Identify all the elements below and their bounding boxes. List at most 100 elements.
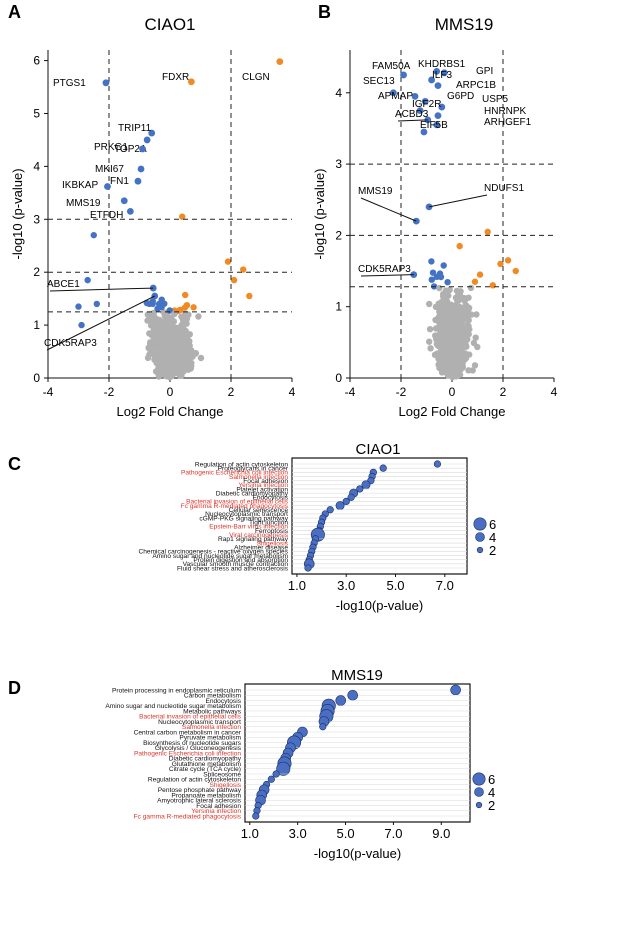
data-point xyxy=(240,266,247,273)
data-point xyxy=(180,352,187,359)
x-tick-label: -4 xyxy=(345,385,356,399)
data-point xyxy=(195,313,202,320)
data-point xyxy=(440,326,447,334)
data-point xyxy=(158,347,165,354)
point-label: FN1 xyxy=(110,176,129,187)
data-point xyxy=(183,302,191,309)
term-bubble xyxy=(276,761,291,776)
point-label: ILF3 xyxy=(432,70,452,81)
term-bubble xyxy=(342,497,350,506)
data-point xyxy=(476,271,484,278)
labeled-point xyxy=(434,82,442,90)
term-label: cGMP-PKG signaling pathway xyxy=(199,515,288,522)
term-label: Diabetic cardiomyopathy xyxy=(216,490,289,497)
y-tick-label: 4 xyxy=(33,159,40,173)
point-label: CDK5RAP3 xyxy=(358,264,411,275)
term-label: Fc gamma R-mediated phagocytosis xyxy=(134,813,242,820)
data-point xyxy=(159,361,167,368)
data-point xyxy=(435,361,442,368)
data-point xyxy=(464,306,472,313)
y-tick-label: 4 xyxy=(335,86,342,100)
term-label: Protein processing in endoplasmic reticu… xyxy=(112,687,242,694)
x-tick-label: -2 xyxy=(104,385,115,399)
size-legend-bubble xyxy=(474,787,484,797)
term-label: Spliceosome xyxy=(203,771,241,778)
labeled-point xyxy=(120,197,128,205)
chart-title: CIAO1 xyxy=(144,15,195,34)
data-point xyxy=(467,284,475,292)
data-point xyxy=(451,337,459,344)
term-label: Carbon metabolism xyxy=(184,693,242,700)
size-legend-label: 6 xyxy=(488,772,495,787)
x-axis-label: Log2 Fold Change xyxy=(399,404,506,419)
data-point xyxy=(459,318,466,326)
size-legend-label: 2 xyxy=(489,543,496,558)
data-point xyxy=(470,339,478,347)
plot-frame xyxy=(291,457,468,575)
label-leader xyxy=(397,119,428,122)
term-label: Ferroptosis xyxy=(255,528,289,535)
data-point xyxy=(186,338,193,345)
data-point xyxy=(446,286,453,293)
term-label: Focal adhesion xyxy=(196,803,241,810)
x-tick-label: 0 xyxy=(449,385,456,399)
labeled-point xyxy=(416,107,424,115)
term-label: Endocytosis xyxy=(205,698,241,705)
data-point xyxy=(174,333,181,341)
data-point xyxy=(455,366,463,374)
y-tick-label: 6 xyxy=(33,54,40,68)
data-point xyxy=(459,337,466,345)
data-point xyxy=(444,364,451,371)
enrichment-plot-mms19: MMS19 Protein processing in endoplasmic r… xyxy=(105,667,495,861)
point-label: CDK5RAP3 xyxy=(44,338,97,349)
chart-title: MMS19 xyxy=(435,15,494,34)
x-tick-label: 2 xyxy=(228,385,235,399)
data-point xyxy=(152,315,160,322)
data-point xyxy=(443,314,450,322)
data-point xyxy=(152,368,160,375)
data-point xyxy=(452,349,459,356)
point-label: GPI xyxy=(476,66,493,77)
data-point xyxy=(448,343,455,350)
point-label: APMAP xyxy=(378,91,413,102)
term-label: Shigellosis xyxy=(256,540,288,547)
data-point xyxy=(442,299,449,306)
size-legend-bubble xyxy=(476,546,484,554)
data-point xyxy=(465,294,472,301)
term-label: Central carbon metabolism in cancer xyxy=(134,729,242,736)
data-point xyxy=(465,367,472,374)
chart-title: MMS19 xyxy=(331,667,383,684)
data-point xyxy=(440,293,447,300)
data-point xyxy=(159,323,167,330)
data-point xyxy=(166,374,173,381)
data-point xyxy=(464,321,471,329)
data-point xyxy=(167,339,174,346)
term-label: Proteoglycans in cancer xyxy=(218,465,289,472)
size-legend-label: 2 xyxy=(488,798,495,813)
volcano-plot-ciao1: CIAO1 -4 -2 0 2 4 0 1 2 3 4 5 6 Log2 Fold Change -log1… xyxy=(10,15,296,419)
x-tick-label: 3.0 xyxy=(337,578,355,593)
term-label: Propanoate metabolism xyxy=(171,792,241,799)
point-label: G6PD xyxy=(447,91,474,102)
term-label: Shigellosis xyxy=(209,782,241,789)
term-label: Regulation of actin cytoskeleton xyxy=(195,461,288,468)
data-point xyxy=(146,351,153,358)
term-bubble xyxy=(347,689,359,701)
data-point xyxy=(426,300,433,308)
term-label: Nucleocytoplasmic transport xyxy=(158,719,241,726)
data-point xyxy=(440,262,447,269)
point-label: ETFDH xyxy=(90,210,123,221)
chart-title: CIAO1 xyxy=(355,441,400,458)
data-point xyxy=(90,231,97,239)
data-point xyxy=(428,258,435,265)
term-bubble xyxy=(267,775,275,783)
term-bubble xyxy=(379,464,387,472)
data-point xyxy=(75,303,82,310)
y-tick-label: 2 xyxy=(335,228,342,242)
x-tick-label: 4 xyxy=(551,385,558,399)
y-tick-label: 5 xyxy=(33,106,40,120)
data-point xyxy=(166,326,174,333)
term-label: Amino sugar and nucleotide sugar metabol… xyxy=(152,553,288,560)
point-label: SEC13 xyxy=(363,76,395,87)
data-point xyxy=(497,260,504,268)
